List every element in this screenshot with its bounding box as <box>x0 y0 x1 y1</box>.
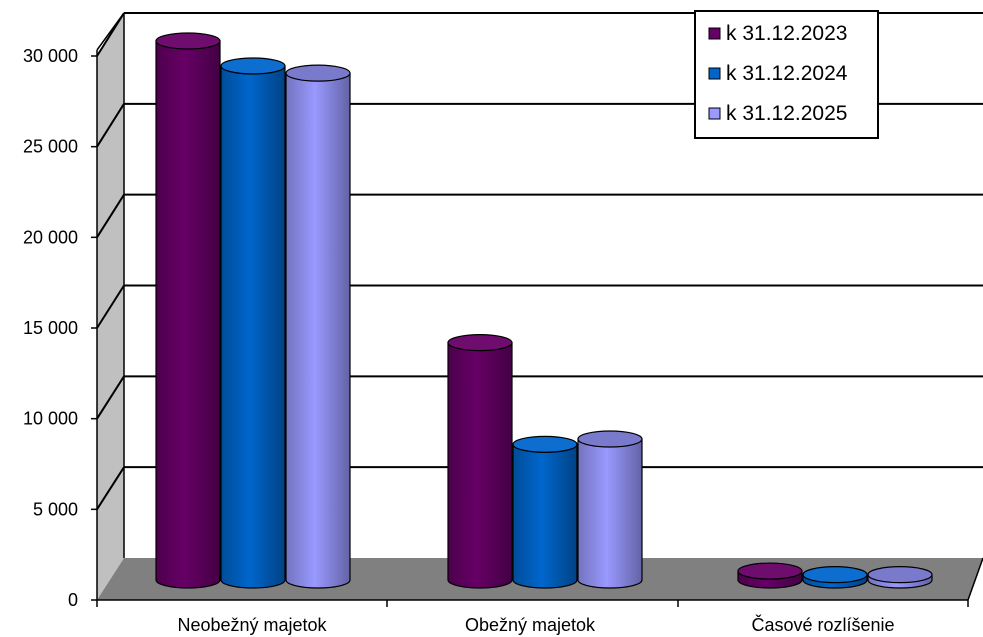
bar <box>577 430 643 589</box>
legend-label: k 31.12.2025 <box>726 102 847 125</box>
y-tick-label: 0 <box>68 590 78 610</box>
floor-edge-right <box>967 557 983 601</box>
legend-swatch <box>708 107 721 120</box>
bar-top <box>737 562 803 580</box>
gridline-diagonal <box>96 194 125 238</box>
y-tick-label: 10 000 <box>23 409 78 429</box>
bar-body <box>155 40 221 589</box>
legend-swatch <box>708 27 721 40</box>
gridline-diagonal <box>96 103 125 148</box>
bar <box>447 334 513 589</box>
wall-edge-top <box>96 12 125 51</box>
bar <box>802 566 868 589</box>
bar <box>867 566 933 589</box>
category-label: Časové rozlíšenie <box>751 614 894 635</box>
bar-top <box>577 430 643 448</box>
y-tick-label: 20 000 <box>23 227 78 247</box>
y-tick-label: 25 000 <box>23 137 78 157</box>
bar <box>220 57 286 589</box>
bar-body <box>447 342 513 589</box>
bar <box>737 562 803 589</box>
bar-top <box>802 566 868 584</box>
category-label: Neobežný majetok <box>177 615 327 635</box>
bar-top <box>447 334 513 352</box>
bar <box>155 32 221 589</box>
bar-top <box>512 435 578 453</box>
y-tick-label: 15 000 <box>23 318 78 338</box>
bar-top <box>155 32 221 50</box>
bar-body <box>577 438 643 589</box>
legend-box <box>694 10 879 139</box>
category-label: Obežný majetok <box>465 615 596 635</box>
legend-label: k 31.12.2023 <box>726 22 847 45</box>
y-tick-label: 5 000 <box>33 499 78 519</box>
legend: k 31.12.2023 k 31.12.2024 k 31.12.2025 <box>694 10 879 139</box>
bar-body <box>512 443 578 589</box>
bar-body <box>220 65 286 589</box>
gridline-diagonal <box>96 375 125 420</box>
bar-top <box>285 64 351 82</box>
y-tick-label: 30 000 <box>23 46 78 66</box>
legend-swatch <box>708 67 721 80</box>
gridline-diagonal <box>96 284 125 329</box>
bar-top <box>220 57 286 75</box>
x-axis-categories: Neobežný majetok Obežný majetok Časové roz… <box>177 614 894 635</box>
legend-label: k 31.12.2024 <box>726 62 848 85</box>
bar <box>285 64 351 589</box>
bars <box>155 32 933 589</box>
bar-body <box>285 72 351 589</box>
gridline-diagonal <box>96 466 125 510</box>
y-axis-ticks: 0 5 000 10 000 15 000 20 000 25 000 30 000 <box>23 46 78 610</box>
bar <box>512 435 578 589</box>
bar-top <box>867 566 933 584</box>
axes <box>91 12 983 607</box>
